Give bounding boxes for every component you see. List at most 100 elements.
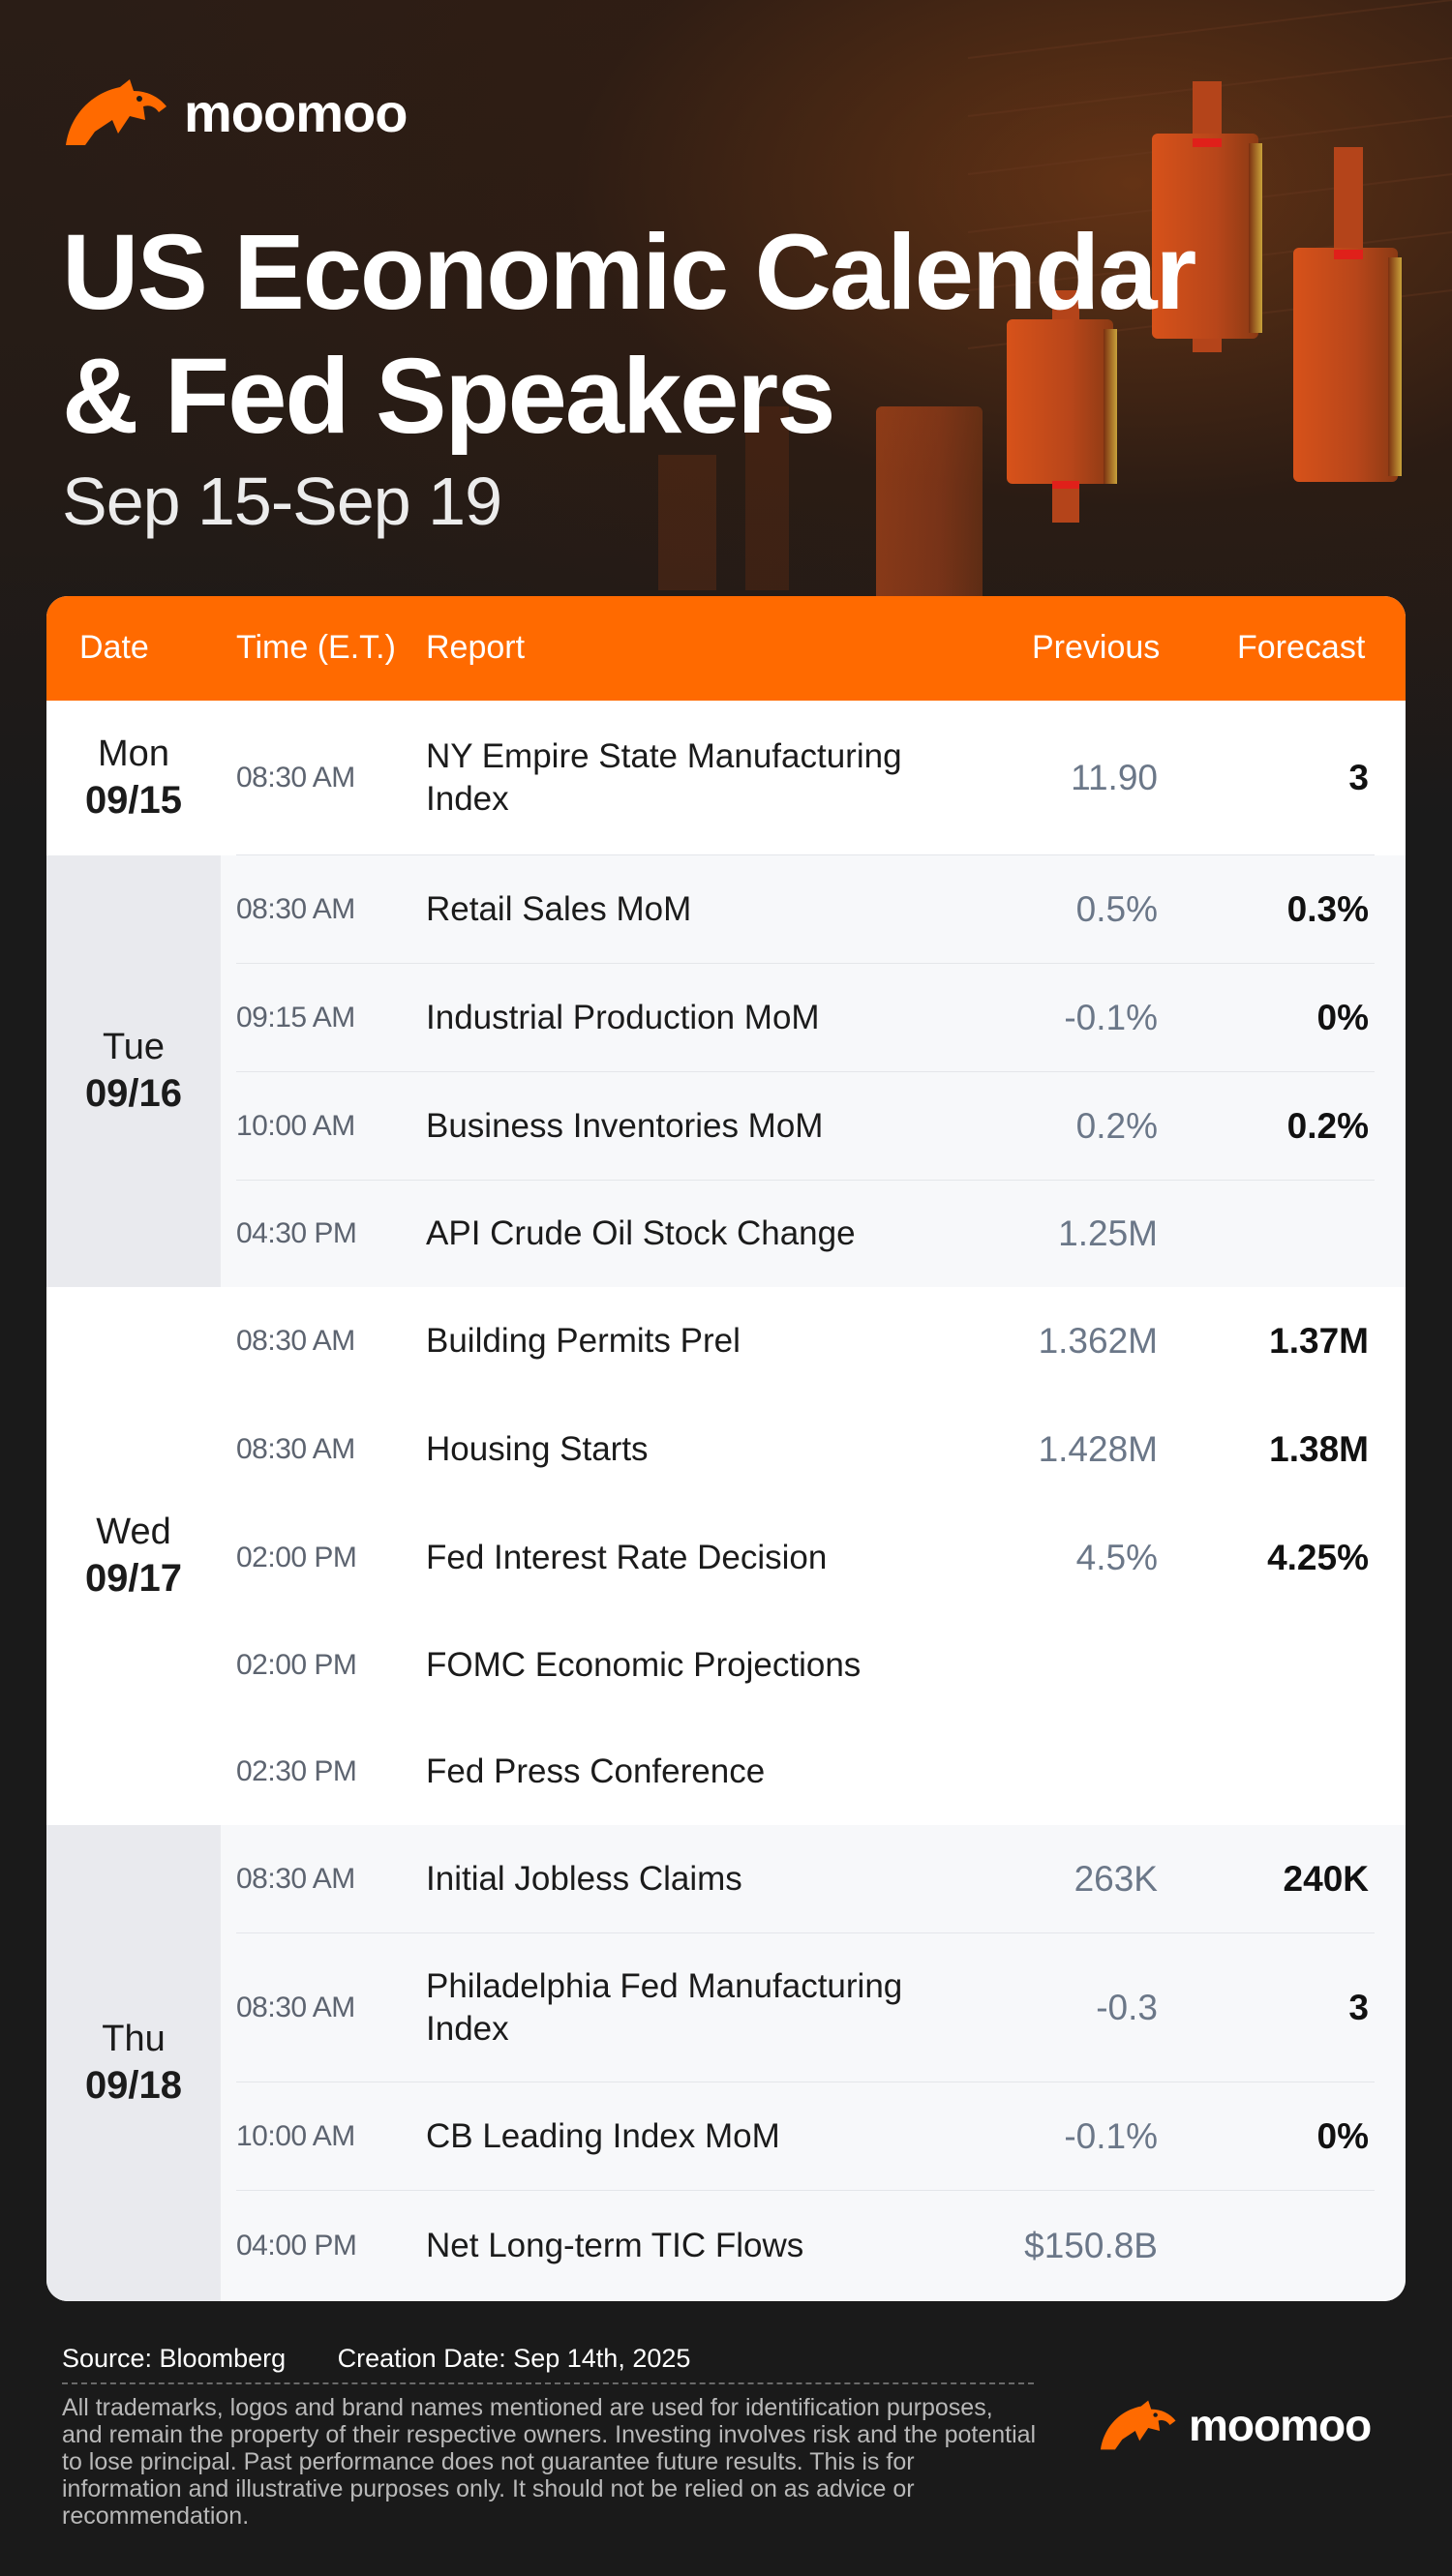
table-row: 08:30 AM Housing Starts 1.428M 1.38M: [236, 1395, 1375, 1504]
date-range-subtitle: Sep 15-Sep 19: [62, 464, 502, 539]
table-row: 02:30 PM Fed Press Conference: [236, 1719, 1375, 1825]
date-cell: Wed 09/17: [46, 1287, 221, 1825]
row-time: 08:30 AM: [236, 892, 355, 925]
row-forecast: 0%: [1316, 2115, 1369, 2156]
row-time: 08:30 AM: [236, 1325, 355, 1357]
row-report: Fed Press Conference: [426, 1752, 766, 1790]
row-previous: -0.3: [1096, 1987, 1158, 2027]
day-group-mon: Mon 09/15 08:30 AM NY Empire State Manuf…: [46, 701, 1406, 855]
title-line-2: & Fed Speakers: [62, 337, 835, 456]
table-header: Date Time (E.T.) Report Previous Forecas…: [46, 596, 1406, 701]
row-time: 02:00 PM: [236, 1649, 357, 1681]
table-row: 10:00 AM Business Inventories MoM 0.2% 0…: [236, 1072, 1375, 1181]
col-previous-header: Previous: [1032, 629, 1161, 666]
row-forecast: 0.2%: [1286, 1105, 1369, 1146]
table-row: 09:15 AM Industrial Production MoM -0.1%…: [236, 964, 1375, 1072]
row-report: Retail Sales MoM: [426, 889, 692, 928]
row-previous: -0.1%: [1064, 997, 1158, 1037]
day-of-week: Wed: [96, 1512, 171, 1552]
table-row: 10:00 AM CB Leading Index MoM -0.1% 0%: [236, 2082, 1375, 2191]
table-row: 08:30 AM Building Permits Prel 1.362M 1.…: [236, 1287, 1375, 1395]
row-previous: -0.1%: [1064, 2115, 1158, 2156]
source-line: Source: Bloomberg Creation Date: Sep 14t…: [62, 2344, 735, 2374]
row-report: Housing Starts: [426, 1430, 649, 1468]
brand-logo: moomoo: [62, 77, 408, 147]
row-report: Initial Jobless Claims: [426, 1859, 742, 1898]
row-report: Industrial Production MoM: [426, 998, 820, 1036]
row-forecast: 0.3%: [1286, 888, 1369, 929]
date-cell: Thu 09/18: [46, 1825, 221, 2301]
row-report: Building Permits Prel: [426, 1322, 741, 1360]
row-time: 04:30 PM: [236, 1217, 357, 1249]
row-previous: $150.8B: [1024, 2226, 1158, 2265]
title-line-1: US Economic Calendar: [62, 213, 1196, 332]
row-time: 02:00 PM: [236, 1542, 357, 1573]
row-forecast: 3: [1348, 757, 1369, 797]
table-row: 08:30 AM NY Empire State Manufacturing I…: [236, 701, 1375, 855]
row-time: 02:30 PM: [236, 1755, 357, 1787]
day-of-week: Tue: [102, 1027, 166, 1067]
col-report-header: Report: [426, 629, 526, 666]
creation-date-text: Creation Date: Sep 14th, 2025: [337, 2344, 691, 2373]
row-report: Philadelphia Fed Manufacturing Index: [426, 1966, 903, 2048]
footer-divider: [62, 2382, 1034, 2384]
row-time: 08:30 AM: [236, 1991, 355, 2023]
row-previous: 0.5%: [1075, 888, 1158, 929]
row-previous: 1.428M: [1038, 1429, 1158, 1469]
day-group-thu: Thu 09/18 08:30 AM Initial Jobless Claim…: [46, 1825, 1406, 2301]
row-time: 04:00 PM: [236, 2230, 357, 2261]
brand-name: moomoo: [184, 81, 408, 143]
row-forecast: 240K: [1283, 1858, 1369, 1899]
table-row: 08:30 AM Retail Sales MoM 0.5% 0.3%: [236, 855, 1375, 964]
row-report: Net Long-term TIC Flows: [426, 2227, 804, 2264]
day-of-week: Mon: [98, 734, 169, 774]
table-row: 08:30 AM Initial Jobless Claims 263K 240…: [236, 1825, 1375, 1933]
day-date: 09/16: [84, 1072, 183, 1115]
row-previous: 0.2%: [1075, 1105, 1158, 1146]
brand-name: moomoo: [1189, 2400, 1372, 2450]
footer-brand-logo: moomoo: [1098, 2398, 1372, 2452]
table-row: 04:30 PM API Crude Oil Stock Change 1.25…: [236, 1181, 1375, 1287]
row-forecast: 1.38M: [1269, 1429, 1369, 1469]
day-date: 09/15: [84, 779, 183, 822]
row-report: FOMC Economic Projections: [426, 1646, 862, 1684]
row-time: 10:00 AM: [236, 1109, 355, 1142]
table-row: 02:00 PM FOMC Economic Projections: [236, 1612, 1375, 1719]
source-text: Source: Bloomberg: [62, 2344, 287, 2373]
row-time: 09:15 AM: [236, 1001, 355, 1033]
disclaimer-text: All trademarks, logos and brand names me…: [62, 2394, 1037, 2530]
bull-logo-icon: [1100, 2400, 1176, 2450]
col-time-header: Time (E.T.): [236, 629, 396, 666]
day-date: 09/18: [84, 2064, 183, 2107]
table-row: 08:30 AM Philadelphia Fed Manufacturing …: [236, 1933, 1375, 2082]
row-previous: 4.5%: [1075, 1538, 1158, 1577]
day-of-week: Thu: [102, 2019, 166, 2059]
row-report: CB Leading Index MoM: [426, 2116, 780, 2155]
bull-logo-icon: [66, 79, 166, 145]
page-title: US Economic Calendar & Fed Speakers: [62, 211, 1320, 459]
col-forecast-header: Forecast: [1237, 629, 1366, 666]
row-time: 10:00 AM: [236, 2119, 355, 2152]
row-time: 08:30 AM: [236, 761, 355, 794]
row-forecast: 3: [1348, 1987, 1369, 2027]
economic-calendar-table: Date Time (E.T.) Report Previous Forecas…: [46, 596, 1406, 2301]
date-cell: Mon 09/15: [46, 701, 221, 855]
row-previous: 11.90: [1071, 757, 1158, 797]
row-previous: 263K: [1074, 1858, 1158, 1899]
row-previous: 1.362M: [1038, 1321, 1158, 1361]
row-report: Fed Interest Rate Decision: [426, 1539, 828, 1576]
table-row: 04:00 PM Net Long-term TIC Flows $150.8B: [236, 2191, 1375, 2301]
candlestick-decoration: [658, 0, 1452, 610]
row-forecast: 0%: [1316, 997, 1369, 1037]
row-time: 08:30 AM: [236, 1433, 355, 1465]
row-time: 08:30 AM: [236, 1862, 355, 1895]
col-date-header: Date: [79, 629, 149, 666]
row-report: NY Empire State Manufacturing Index: [426, 736, 902, 818]
date-cell: Tue 09/16: [46, 855, 221, 1287]
day-group-tue: Tue 09/16 08:30 AM Retail Sales MoM 0.5%…: [46, 855, 1406, 1287]
row-report: Business Inventories MoM: [426, 1106, 824, 1145]
day-date: 09/17: [84, 1557, 183, 1600]
table-row: 02:00 PM Fed Interest Rate Decision 4.5%…: [236, 1504, 1375, 1612]
row-forecast: 1.37M: [1269, 1321, 1369, 1361]
day-group-wed: Wed 09/17 08:30 AM Building Permits Prel…: [46, 1287, 1406, 1825]
